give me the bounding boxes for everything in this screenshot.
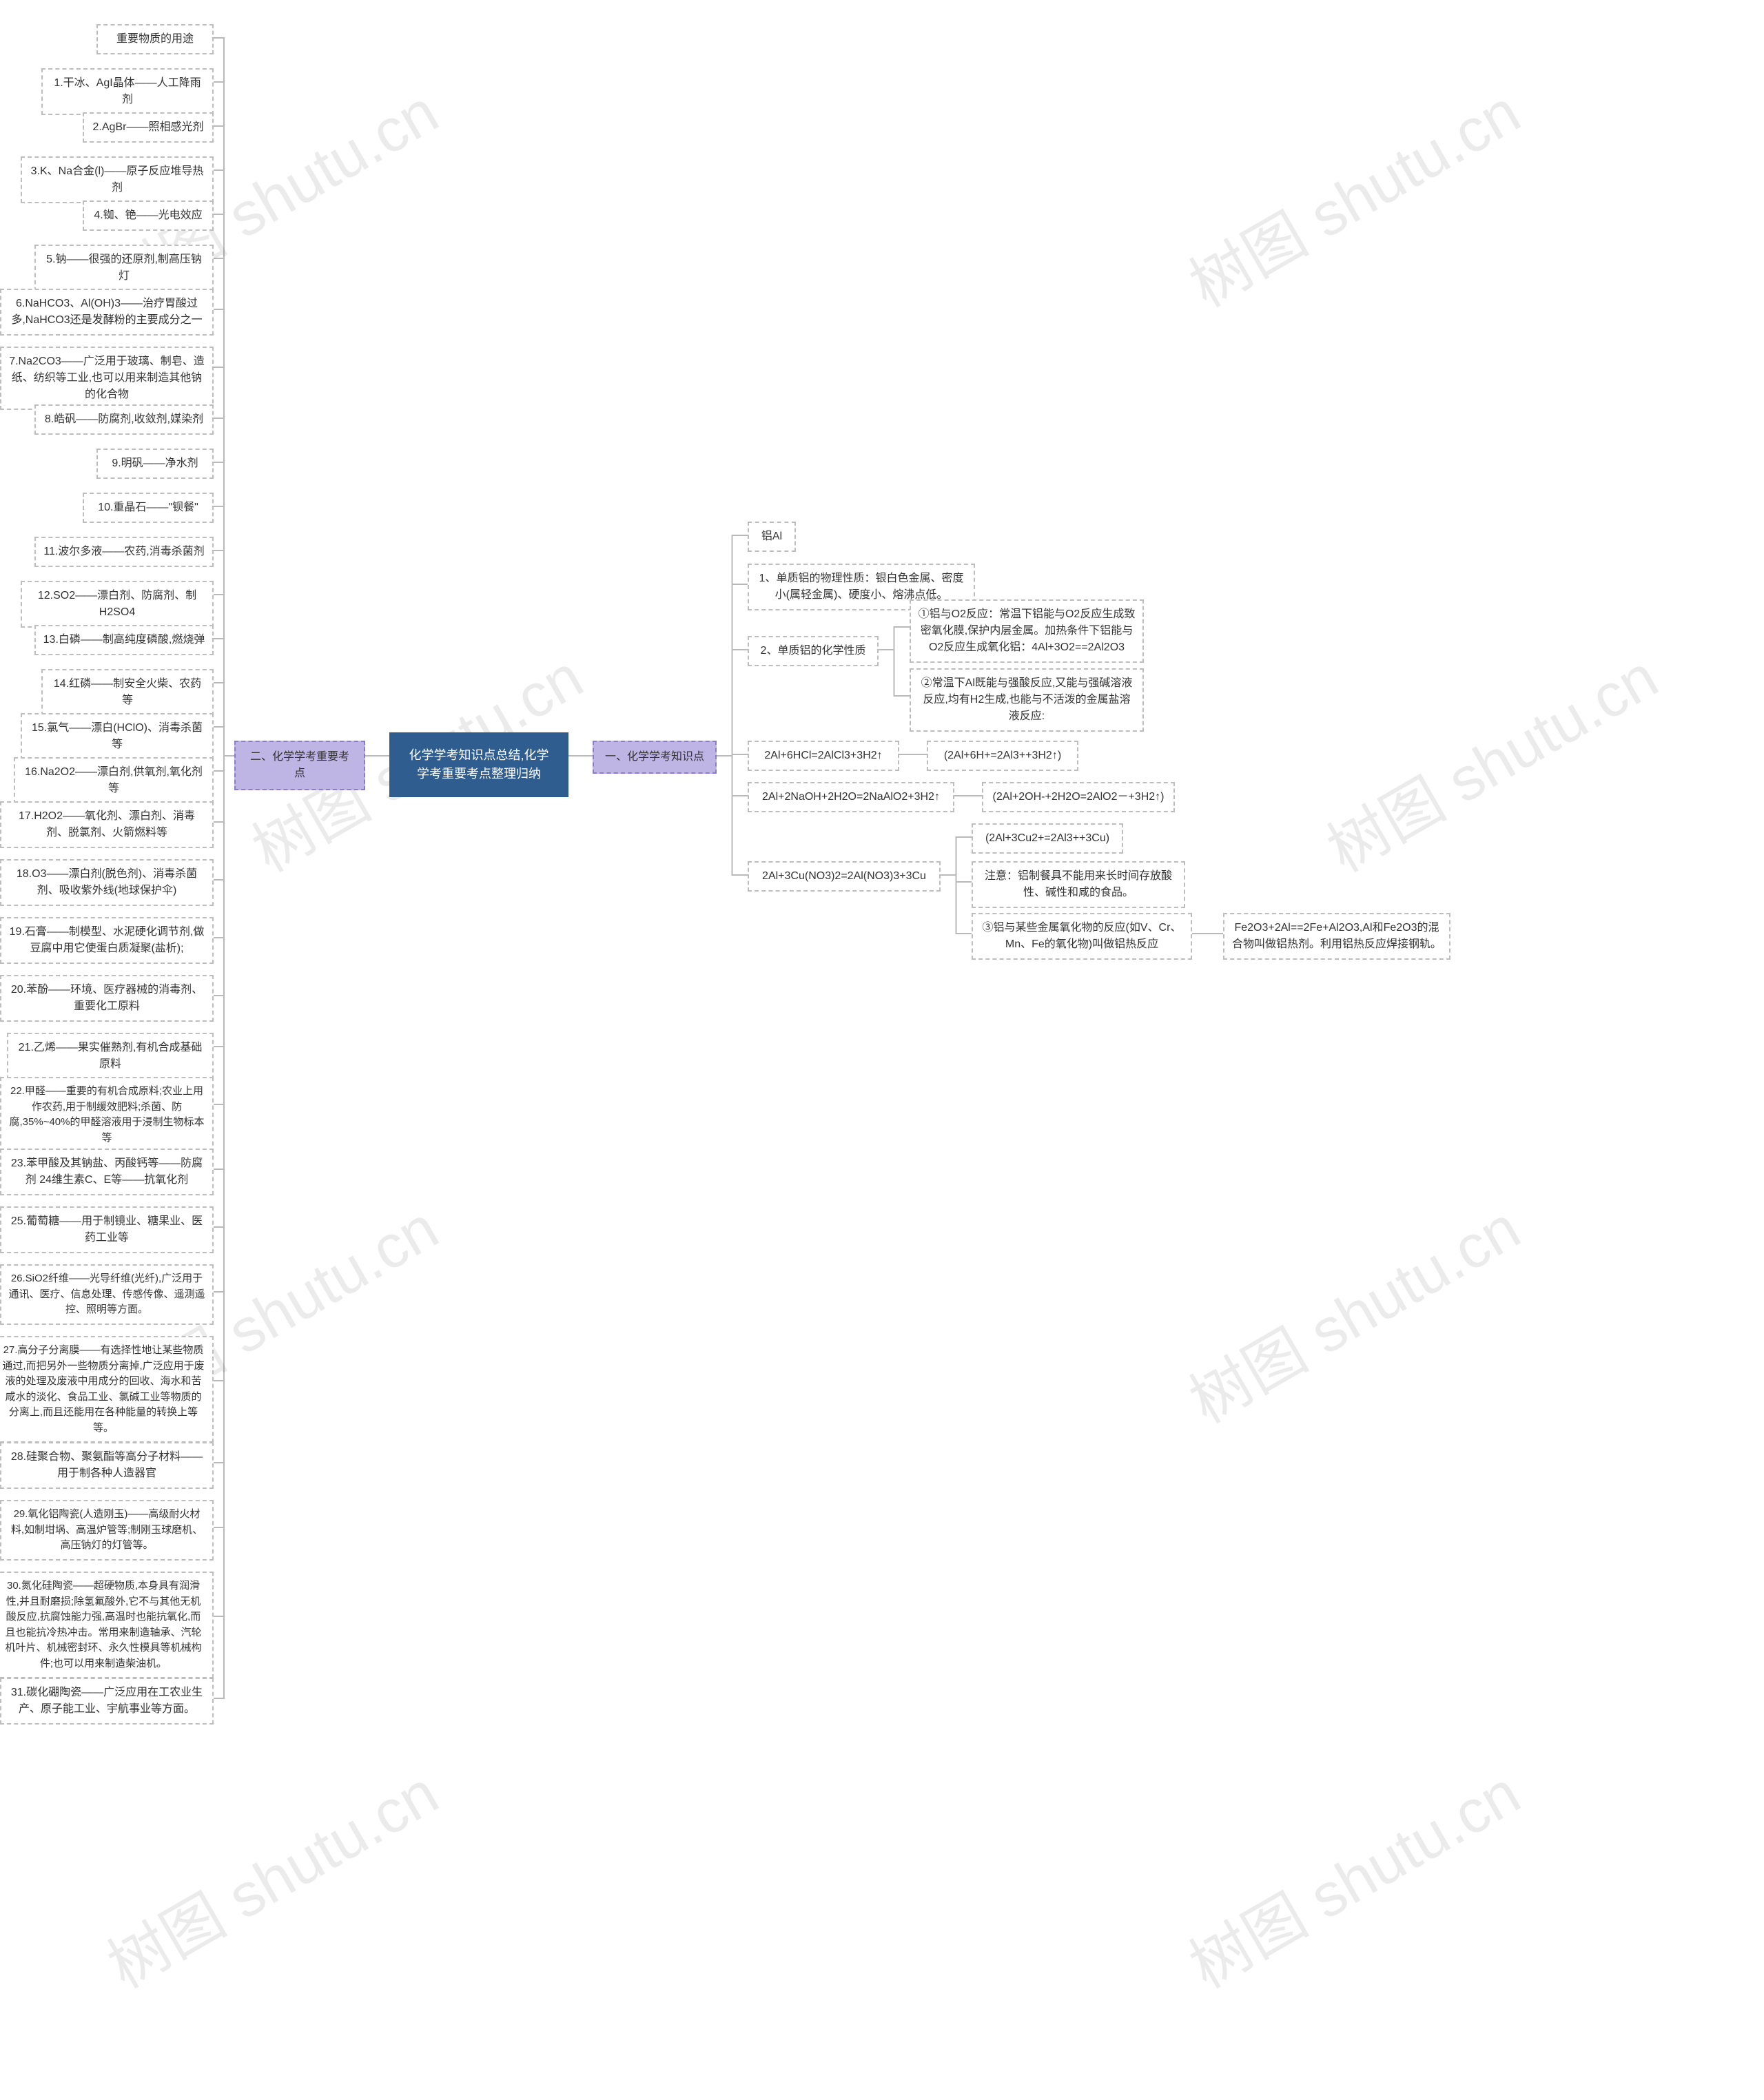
- left-leaf: 20.苯酚——环境、医疗器械的消毒剂、重要化工原料: [0, 975, 214, 1022]
- left-leaf: 16.Na2O2——漂白剂,供氧剂,氧化剂等: [14, 757, 214, 804]
- left-leaf: 22.甲醛——重要的有机合成原料;农业上用作农药,用于制缓效肥料;杀菌、防腐,3…: [0, 1077, 214, 1153]
- left-leaf: 8.皓矾——防腐剂,收敛剂,媒染剂: [34, 404, 214, 435]
- left-leaf: 31.碳化硼陶瓷——广泛应用在工农业生产、原子能工业、宇航事业等方面。: [0, 1678, 214, 1725]
- branch-left: 二、化学学考重要考点: [234, 741, 365, 790]
- left-leaf: 21.乙烯——果实催熟剂,有机合成基础原料: [7, 1033, 214, 1080]
- left-leaf: 18.O3——漂白剂(脱色剂)、消毒杀菌剂、吸收紫外线(地球保护伞): [0, 859, 214, 906]
- watermark: 树图 shutu.cn: [1309, 629, 1671, 889]
- left-leaf: 30.氮化硅陶瓷——超硬物质,本身具有润滑性,并且耐磨损;除氢氟酸外,它不与其他…: [0, 1572, 214, 1678]
- left-leaf: 17.H2O2——氧化剂、漂白剂、消毒剂、脱氯剂、火箭燃料等: [0, 801, 214, 848]
- right-chem: 2、单质铝的化学性质: [748, 636, 879, 666]
- right-eq3: 2Al+3Cu(NO3)2=2Al(NO3)3+3Cu: [748, 861, 941, 892]
- left-leaf: 25.葡萄糖——用于制镜业、糖果业、医药工业等: [0, 1206, 214, 1253]
- left-leaf: 19.石膏——制模型、水泥硬化调节剂,做豆腐中用它使蛋白质凝聚(盐析);: [0, 917, 214, 964]
- left-leaf: 13.白磷——制高纯度磷酸,燃烧弹: [34, 625, 214, 655]
- left-leaf: 15.氯气——漂白(HClO)、消毒杀菌等: [21, 713, 214, 760]
- left-leaf: 12.SO2——漂白剂、防腐剂、制H2SO4: [21, 581, 214, 628]
- left-leaf: 3.K、Na合金(l)——原子反应堆导热剂: [21, 156, 214, 203]
- right-eq1-child: (2Al+6H+=2Al3++3H2↑): [927, 741, 1078, 771]
- right-al: 铝Al: [748, 522, 796, 552]
- watermark: 树图 shutu.cn: [1171, 1180, 1533, 1440]
- left-leaf: 4.铷、铯——光电效应: [83, 200, 214, 231]
- left-leaf: 9.明矾——净水剂: [96, 449, 214, 479]
- left-leaf: 29.氧化铝陶瓷(人造刚玉)——高级耐火材料,如制坩埚、高温炉管等;制刚玉球磨机…: [0, 1500, 214, 1561]
- right-eq3-c-child: Fe2O3+2Al==2Fe+Al2O3,Al和Fe2O3的混合物叫做铝热剂。利…: [1223, 913, 1450, 960]
- right-eq3-a: (2Al+3Cu2+=2Al3++3Cu): [972, 823, 1123, 854]
- watermark: 树图 shutu.cn: [1171, 1745, 1533, 2005]
- left-leaf: 27.高分子分离膜——有选择性地让某些物质通过,而把另外一些物质分离掉,广泛应用…: [0, 1336, 214, 1443]
- left-leaf: 1.干冰、AgI晶体——人工降雨剂: [41, 68, 214, 115]
- root-node: 化学学考知识点总结,化学 学考重要考点整理归纳: [389, 732, 568, 797]
- branch-right: 一、化学学考知识点: [593, 741, 717, 774]
- right-eq2-child: (2Al+2OH-+2H2O=2AlO2－+3H2↑): [982, 782, 1175, 812]
- left-leaf: 26.SiO2纤维——光导纤维(光纤),广泛用于通讯、医疗、信息处理、传感传像、…: [0, 1264, 214, 1325]
- watermark: 树图 shutu.cn: [1171, 64, 1533, 324]
- left-leaf: 14.红磷——制安全火柴、农药等: [41, 669, 214, 716]
- left-leaf: 5.钠——很强的还原剂,制高压钠灯: [34, 245, 214, 291]
- left-leaf: 23.苯甲酸及其钠盐、丙酸钙等——防腐剂 24维生素C、E等——抗氧化剂: [0, 1149, 214, 1195]
- right-eq3-b: 注意：铝制餐具不能用来长时间存放酸性、碱性和咸的食品。: [972, 861, 1185, 908]
- left-leaf: 7.Na2CO3——广泛用于玻璃、制皂、造纸、纺织等工业,也可以用来制造其他钠的…: [0, 347, 214, 410]
- left-leaf: 6.NaHCO3、Al(OH)3——治疗胃酸过多,NaHCO3还是发酵粉的主要成…: [0, 289, 214, 336]
- left-leaf: 重要物质的用途: [96, 24, 214, 54]
- right-chem-b: ②常温下Al既能与强酸反应,又能与强碱溶液反应,均有H2生成,也能与不活泼的金属…: [910, 668, 1144, 732]
- right-chem-a: ①铝与O2反应：常温下铝能与O2反应生成致密氧化膜,保护内层金属。加热条件下铝能…: [910, 599, 1144, 663]
- right-eq2: 2Al+2NaOH+2H2O=2NaAlO2+3H2↑: [748, 782, 954, 812]
- left-leaf: 28.硅聚合物、聚氨酯等高分子材料——用于制各种人造器官: [0, 1442, 214, 1489]
- left-leaf: 10.重晶石——"钡餐": [83, 493, 214, 523]
- right-eq3-c: ③铝与某些金属氧化物的反应(如V、Cr、Mn、Fe的氧化物)叫做铝热反应: [972, 913, 1192, 960]
- watermark: 树图 shutu.cn: [90, 1745, 451, 2005]
- right-eq1: 2Al+6HCl=2AlCl3+3H2↑: [748, 741, 899, 771]
- left-leaf: 2.AgBr——照相感光剂: [83, 112, 214, 143]
- left-leaf: 11.波尔多液——农药,消毒杀菌剂: [34, 537, 214, 567]
